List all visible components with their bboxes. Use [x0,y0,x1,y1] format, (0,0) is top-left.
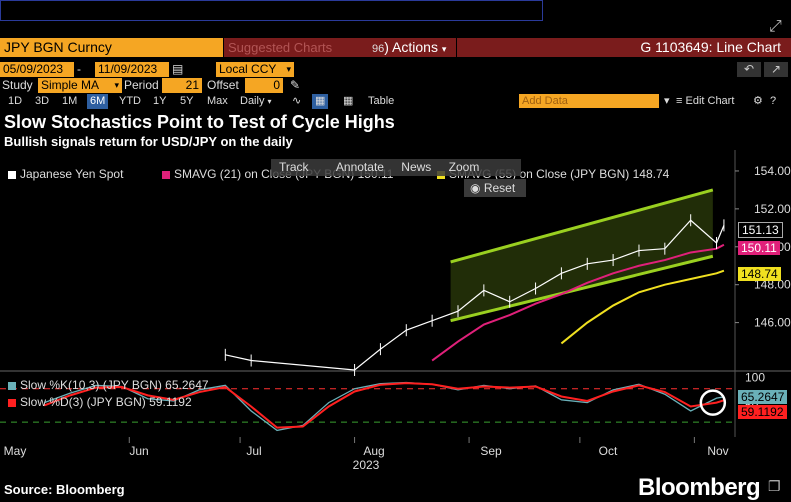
upper-y-tick-label: 146.00 [754,316,791,330]
channel-upper-line [450,188,714,264]
x-axis-year-label: 2023 [353,458,380,472]
pencil-icon[interactable]: ✎ [290,78,301,92]
upper-y-tick-label: 152.00 [754,202,791,216]
add-data-input[interactable]: Add Data [519,94,659,108]
legend-slowk-swatch [8,381,16,390]
track-button[interactable]: Track [279,160,309,174]
lower-y-tick-label: 100 [745,371,765,385]
tab-max[interactable]: Max [207,95,228,107]
offset-label: Offset [207,78,239,92]
actions-number: 96 [372,43,385,55]
bar-chart-icon[interactable]: ▦ [312,94,329,109]
page-title: Slow Stochastics Point to Test of Cycle … [4,112,395,132]
legend-slowd-label: Slow %D(3) (JPY BGN) [20,395,146,409]
end-date-field[interactable]: 11/09/2023 [95,62,169,77]
legend-sma21-swatch [162,170,170,179]
tab-1d[interactable]: 1D [8,95,23,107]
x-tick-label: Jun [129,444,148,458]
table-icon: ▦ [343,95,354,107]
x-tick-label: Sep [480,444,502,458]
copy-icon[interactable]: ❐ [768,478,781,494]
calendar-icon[interactable]: ▤ [172,62,184,76]
tab-3d[interactable]: 3D [35,95,50,107]
tab-5y[interactable]: 5Y [180,95,194,107]
start-date-field[interactable]: 05/09/2023 [0,62,74,77]
security-field[interactable]: JPY BGN Curncy [0,38,223,57]
currency-select[interactable]: Local CCY ▾ [216,62,294,77]
edit-chart-label: Edit Chart [685,95,735,107]
date-separator: - [77,62,81,76]
zoom-button[interactable]: Zoom [448,160,480,174]
tab-1y[interactable]: 1Y [153,95,167,107]
undo-icon[interactable]: ↶ [737,62,761,77]
frequency-select[interactable]: Daily ▾ [240,95,272,107]
channel-lower-line [450,254,714,323]
suggested-charts-button[interactable]: Suggested Charts [224,38,368,57]
legend-slowd-swatch [8,398,16,407]
channel-fill [450,189,713,321]
help-icon[interactable]: ? [770,95,777,107]
chevron-down-icon[interactable]: ▾ [664,95,670,107]
legend-slowk: Slow %K(10,3) (JPY BGN) 65.2647 [8,378,209,393]
upper-y-tick-label: 154.00 [754,164,791,178]
period-field[interactable]: 21 [162,78,202,93]
gear-icon[interactable]: ⚙ [753,95,763,107]
command-line[interactable] [0,0,543,21]
frequency-value: Daily [240,95,265,107]
currency-value: Local CCY [219,62,277,76]
study-value: Simple MA [41,78,100,92]
legend-sma55-value: 148.74 [632,167,670,181]
x-tick-label: May [4,444,27,458]
sma55-value-tag: 148.74 [738,267,781,281]
tab-1m[interactable]: 1M [62,95,78,107]
source-note: Source: Bloomberg [4,482,125,497]
tab-ytd[interactable]: YTD [119,95,141,107]
reset-icon: ◉ [470,181,481,195]
tab-6m[interactable]: 6M [87,94,109,109]
legend-price-swatch [8,170,16,179]
sma21-value-tag: 150.11 [738,241,780,255]
table-button[interactable]: Table [368,95,395,107]
annotate-button[interactable]: Annotate [335,160,384,174]
chart-title-bar: G 1103649: Line Chart [457,38,791,57]
actions-label: Actions [392,39,438,55]
x-tick-label: Aug [363,444,384,458]
legend-price: Japanese Yen Spot [8,167,123,182]
legend-slowd: Slow %D(3) (JPY BGN) 59.1192 [8,395,192,410]
study-select[interactable]: Simple MA ▾ [38,78,122,93]
slowd-line [43,382,725,429]
crossover-highlight-circle [699,389,727,416]
actions-menu[interactable]: 96) Actions ▾ [368,38,456,57]
page-subtitle: Bullish signals return for USD/JPY on th… [4,134,293,149]
overlay-toolbar: Track Annotate News Zoom [271,159,521,176]
period-label: Period [124,78,159,92]
slowk-value-tag: 65.2647 [738,390,788,404]
sma55-line [560,269,725,345]
sma21-line [431,243,725,362]
legend-price-label: Japanese Yen Spot [20,167,124,181]
offset-field[interactable]: 0 [245,78,283,93]
legend-slowk-label: Slow %K(10,3) (JPY BGN) [20,378,162,392]
price-value-tag: 151.13 [738,222,783,238]
news-button[interactable]: News [401,160,432,174]
x-tick-label: Oct [599,444,618,458]
x-tick-label: Jul [246,444,261,458]
reset-button[interactable]: ◉ Reset [464,179,526,197]
expand-icon[interactable]: ⤢ [769,18,782,35]
slowd-value-tag: 59.1192 [738,405,787,419]
popout-icon[interactable]: ↗ [764,62,788,77]
bloomberg-logo: Bloomberg [638,474,761,501]
price-line [225,219,725,371]
line-chart-icon[interactable]: ∿ [292,95,302,107]
edit-chart-button[interactable]: ≡ Edit Chart [676,95,735,107]
legend-slowd-value: 59.1192 [149,395,192,409]
study-label: Study [2,78,33,92]
legend-slowk-value: 65.2647 [165,378,209,392]
x-tick-label: Nov [707,444,728,458]
upper-y-tick-label: 148.00 [754,278,791,292]
reset-label: Reset [483,181,516,195]
